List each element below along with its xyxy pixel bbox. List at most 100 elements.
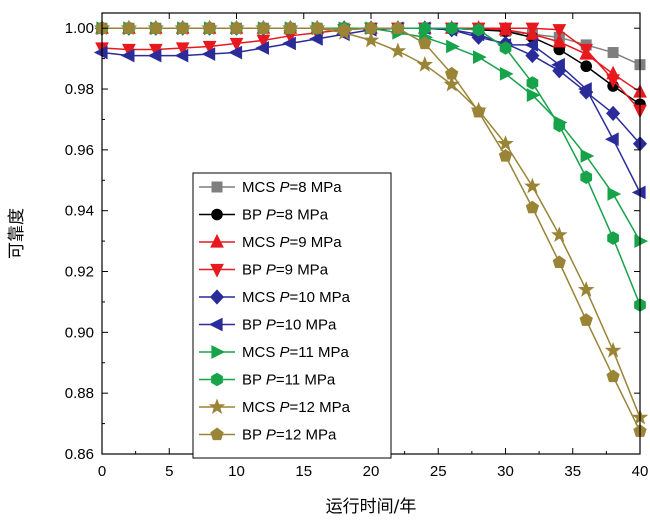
- data-point: [524, 38, 538, 52]
- data-point: [498, 148, 513, 162]
- data-point: [229, 37, 244, 52]
- data-point: [310, 21, 324, 34]
- data-point: [577, 281, 595, 297]
- data-point: [551, 226, 568, 243]
- legend-label: MCS P=9 MPa: [242, 234, 342, 251]
- data-point: [418, 36, 432, 50]
- x-tick-label: 5: [165, 463, 173, 480]
- legend-box: [192, 172, 392, 459]
- data-point: [445, 66, 459, 80]
- data-point: [122, 21, 136, 34]
- data-point: [120, 48, 135, 63]
- data-point: [202, 40, 217, 55]
- legend-marker: [210, 427, 224, 441]
- data-point: [418, 21, 431, 35]
- x-tick-label: 10: [228, 463, 245, 480]
- y-tick-label: 1.00: [65, 20, 94, 37]
- legend-marker: [211, 372, 223, 387]
- legend-label: BP P=8 MPa: [242, 207, 329, 224]
- data-point: [471, 104, 486, 118]
- data-point: [255, 41, 270, 55]
- x-tick-label: 30: [497, 463, 514, 480]
- legend-marker: [208, 398, 226, 415]
- legend-entry: MCS P=10 MPa: [199, 289, 351, 306]
- data-point: [553, 118, 566, 133]
- data-point: [552, 24, 567, 38]
- data-point: [93, 45, 108, 60]
- x-tick-label: 0: [98, 463, 106, 480]
- data-point: [551, 57, 565, 72]
- legend-marker: [210, 233, 224, 248]
- data-point: [282, 36, 296, 51]
- legend-label: BP P=9 MPa: [242, 262, 329, 279]
- legend-entry: BP P=11 MPa: [199, 372, 336, 389]
- data-point: [202, 21, 217, 34]
- data-point: [499, 66, 514, 81]
- data-point: [472, 50, 487, 64]
- data-point: [607, 187, 622, 201]
- y-tick-label: 0.86: [65, 446, 94, 463]
- legend-marker: [211, 181, 223, 193]
- data-point: [552, 255, 566, 269]
- axes-layer: 0 5 10 15 20 25 30 35 40 0.86 0.88 0.90 0.92 0.94 0.96…: [65, 12, 649, 480]
- data-point: [606, 105, 621, 121]
- data-point: [337, 22, 351, 36]
- data-point: [634, 234, 649, 248]
- data-point: [526, 76, 539, 90]
- legend-label: BP P=12 MPa: [242, 427, 337, 444]
- x-axis-title: 运行时间/年: [326, 497, 417, 517]
- legend-label: BP P=11 MPa: [242, 372, 336, 389]
- legend-entry: BP P=9 MPa: [199, 262, 329, 279]
- data-point: [229, 21, 244, 34]
- legend-entry: MCS P=11 MPa: [199, 344, 350, 361]
- x-tick-label: 35: [564, 463, 581, 480]
- data-point: [606, 74, 620, 89]
- data-point: [607, 47, 619, 59]
- legend-label: MCS P=11 MPa: [242, 344, 350, 361]
- data-point: [391, 21, 405, 34]
- x-tick-label: 40: [632, 463, 649, 480]
- legend-marker: [209, 289, 225, 305]
- data-point: [604, 341, 622, 358]
- data-point: [309, 32, 323, 46]
- x-tick-label: 25: [430, 463, 447, 480]
- data-point: [362, 31, 380, 48]
- x-tick-label: 15: [295, 463, 312, 480]
- legend-label: BP P=10 MPa: [242, 317, 337, 334]
- legend-marker: [210, 263, 224, 278]
- data-point: [524, 177, 541, 194]
- data-point: [283, 21, 297, 34]
- data-point: [580, 60, 592, 73]
- legend-entry: MCS P=8 MPa: [199, 179, 342, 196]
- legend-entry: BP P=10 MPa: [199, 317, 337, 334]
- legend-entry: BP P=8 MPa: [199, 207, 329, 224]
- y-tick-label: 0.96: [65, 142, 94, 159]
- data-point: [605, 132, 619, 147]
- data-point: [552, 33, 567, 48]
- data-point: [176, 21, 190, 34]
- y-axis-title: 可靠度: [7, 208, 27, 259]
- data-point: [256, 21, 271, 34]
- y-tick-label: 0.88: [65, 385, 94, 402]
- data-point: [174, 48, 189, 63]
- y-tick-label: 0.94: [65, 203, 94, 220]
- data-point: [445, 21, 458, 35]
- data-point: [446, 39, 460, 54]
- legend-label: MCS P=10 MPa: [242, 289, 351, 306]
- legend-entry: BP P=12 MPa: [199, 427, 337, 444]
- legend: MCS P=8 MPa BP P=8 MPa MCS P=9 MPa BP P=9 M…: [192, 172, 392, 459]
- data-point: [147, 48, 162, 63]
- legend-label: MCS P=12 MPa: [242, 399, 351, 416]
- data-point: [631, 185, 646, 200]
- data-point: [389, 42, 407, 59]
- data-point: [497, 135, 514, 151]
- legend-entry: MCS P=9 MPa: [199, 233, 342, 251]
- legend-label: MCS P=8 MPa: [242, 179, 342, 196]
- data-point: [526, 88, 541, 102]
- data-point: [578, 82, 592, 96]
- legend-marker: [208, 317, 223, 332]
- data-point: [201, 47, 216, 61]
- data-point: [499, 41, 512, 55]
- legend-entry: MCS P=12 MPa: [199, 398, 351, 416]
